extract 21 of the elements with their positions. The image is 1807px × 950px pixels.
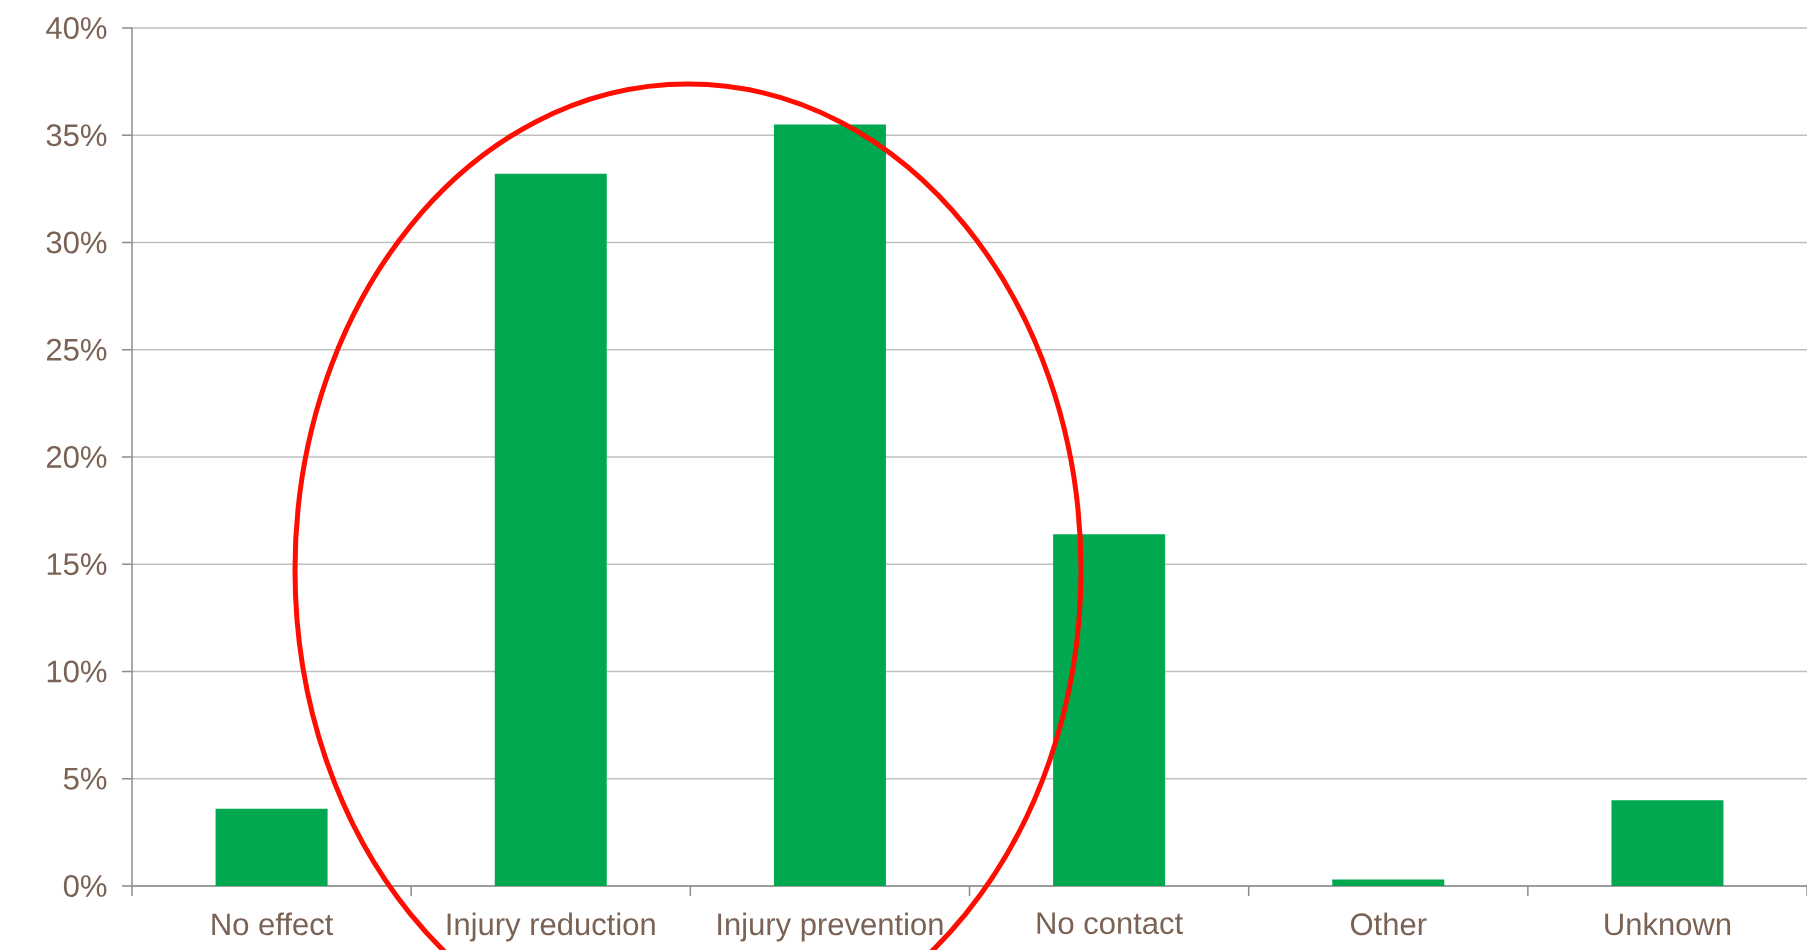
bar: [1332, 879, 1445, 886]
y-tick-label: 0%: [63, 875, 107, 897]
x-tick-label: No effect: [212, 912, 334, 936]
x-tick-label: Other: [1350, 912, 1427, 936]
x-tick-label: Injury reduction: [447, 912, 655, 942]
y-tick-label: 35%: [46, 124, 107, 147]
x-tick-label: No contact: [1037, 912, 1183, 935]
y-tick-label: 25%: [46, 338, 107, 361]
y-tick-label: 40%: [46, 17, 107, 39]
x-tick-label: Unknown: [1605, 912, 1731, 936]
y-tick-label: 20%: [46, 446, 107, 468]
x-tick-label: Injury prevention: [718, 912, 943, 942]
y-tick-label: 5%: [63, 767, 107, 790]
bar: [1053, 534, 1166, 886]
y-tick-label: 10%: [47, 660, 107, 683]
bar: [1611, 800, 1724, 886]
bar: [494, 173, 607, 886]
bar: [215, 808, 328, 886]
bar: [773, 124, 886, 886]
y-tick-label: 30%: [46, 231, 107, 254]
y-tick-label: 15%: [47, 553, 107, 576]
